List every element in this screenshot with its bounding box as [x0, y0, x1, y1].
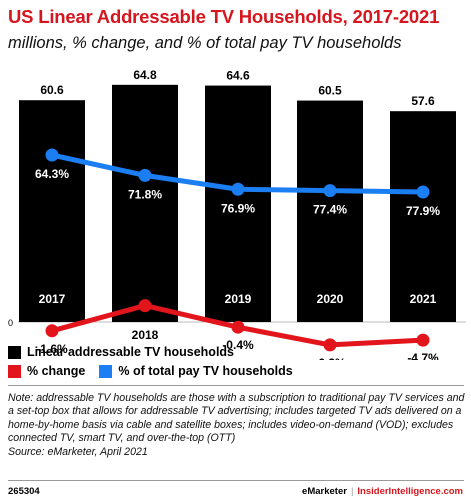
share-point-2020 — [323, 184, 337, 198]
change-point-2020 — [323, 338, 337, 352]
share-label-2017: 64.3% — [35, 167, 69, 181]
legend-item-change: % change — [8, 364, 85, 378]
bar-value-label-2020: 60.5 — [318, 84, 342, 98]
footnote: Note: addressable TV households are thos… — [8, 392, 466, 459]
zero-axis-label: 0 — [8, 318, 13, 328]
category-label-2017: 2017 — [39, 292, 66, 306]
bar-2020 — [297, 100, 363, 322]
legend-item-bars: Linear addressable TV households — [8, 345, 234, 359]
category-label-2020: 2020 — [317, 292, 344, 306]
change-label-2017: -1.6% — [36, 342, 68, 356]
bar-2017 — [19, 100, 85, 322]
change-label-2021: -4.7% — [407, 351, 439, 360]
chart-subtitle: millions, % change, and % of total pay T… — [8, 34, 402, 52]
legend-label-change: % change — [27, 364, 86, 378]
bar-2021 — [390, 111, 456, 323]
bar-value-label-2021: 57.6 — [411, 94, 435, 108]
chart-title: US Linear Addressable TV Households, 201… — [8, 6, 440, 27]
share-label-2019: 76.9% — [221, 201, 255, 215]
change-point-2018 — [138, 299, 152, 313]
footer-brand: eMarketer | InsiderIntelligence.com — [302, 486, 463, 497]
bar-2019 — [205, 85, 271, 323]
share-point-2018 — [138, 168, 152, 182]
share-label-2021: 77.9% — [406, 204, 440, 218]
legend-swatch-share — [99, 364, 113, 378]
change-point-2019 — [231, 320, 245, 334]
category-label-2019: 2019 — [225, 292, 252, 306]
legend-swatch-change — [8, 364, 21, 378]
divider-top — [8, 385, 464, 386]
change-point-2017 — [45, 324, 59, 338]
footnote-text: Note: addressable TV households are thos… — [8, 392, 465, 445]
legend-label-bars: Linear addressable TV households — [27, 345, 235, 359]
share-label-2020: 77.4% — [313, 203, 347, 217]
change-label-2020: -6.3% — [314, 356, 346, 360]
chart-plot: 0 60.6 64.8 64.6 60.5 57.6 2017 2018 2019 2020 202… — [8, 68, 466, 360]
source-text: Source: eMarketer, April 2021 — [8, 445, 148, 458]
bar-value-label-2018: 64.8 — [133, 68, 157, 82]
share-point-2017 — [45, 148, 59, 162]
brand-emarketer: eMarketer — [302, 486, 347, 497]
category-label-2018: 2018 — [132, 328, 159, 342]
legend-item-share: % of total pay TV households — [99, 364, 293, 378]
divider-bottom — [8, 480, 464, 481]
change-point-2021 — [416, 333, 430, 347]
brand-separator: | — [350, 486, 354, 497]
chart-id: 265304 — [8, 486, 40, 497]
share-label-2018: 71.8% — [128, 187, 162, 201]
legend-row-lines: % change % of total pay TV households — [8, 364, 307, 378]
legend-swatch-bars — [8, 345, 21, 359]
category-label-2021: 2021 — [410, 292, 437, 306]
legend-label-share: % of total pay TV households — [118, 364, 293, 378]
bar-value-label-2017: 60.6 — [40, 83, 64, 97]
brand-insider: InsiderIntelligence.com — [357, 486, 463, 497]
bar-2018 — [112, 84, 178, 322]
legend-row-bars: Linear addressable TV households — [8, 345, 248, 359]
share-point-2019 — [231, 182, 245, 196]
bar-value-label-2019: 64.6 — [226, 69, 250, 83]
change-label-2018: 6.8% — [131, 283, 159, 297]
share-point-2021 — [416, 185, 430, 199]
change-label-2019: -0.4% — [222, 338, 254, 352]
